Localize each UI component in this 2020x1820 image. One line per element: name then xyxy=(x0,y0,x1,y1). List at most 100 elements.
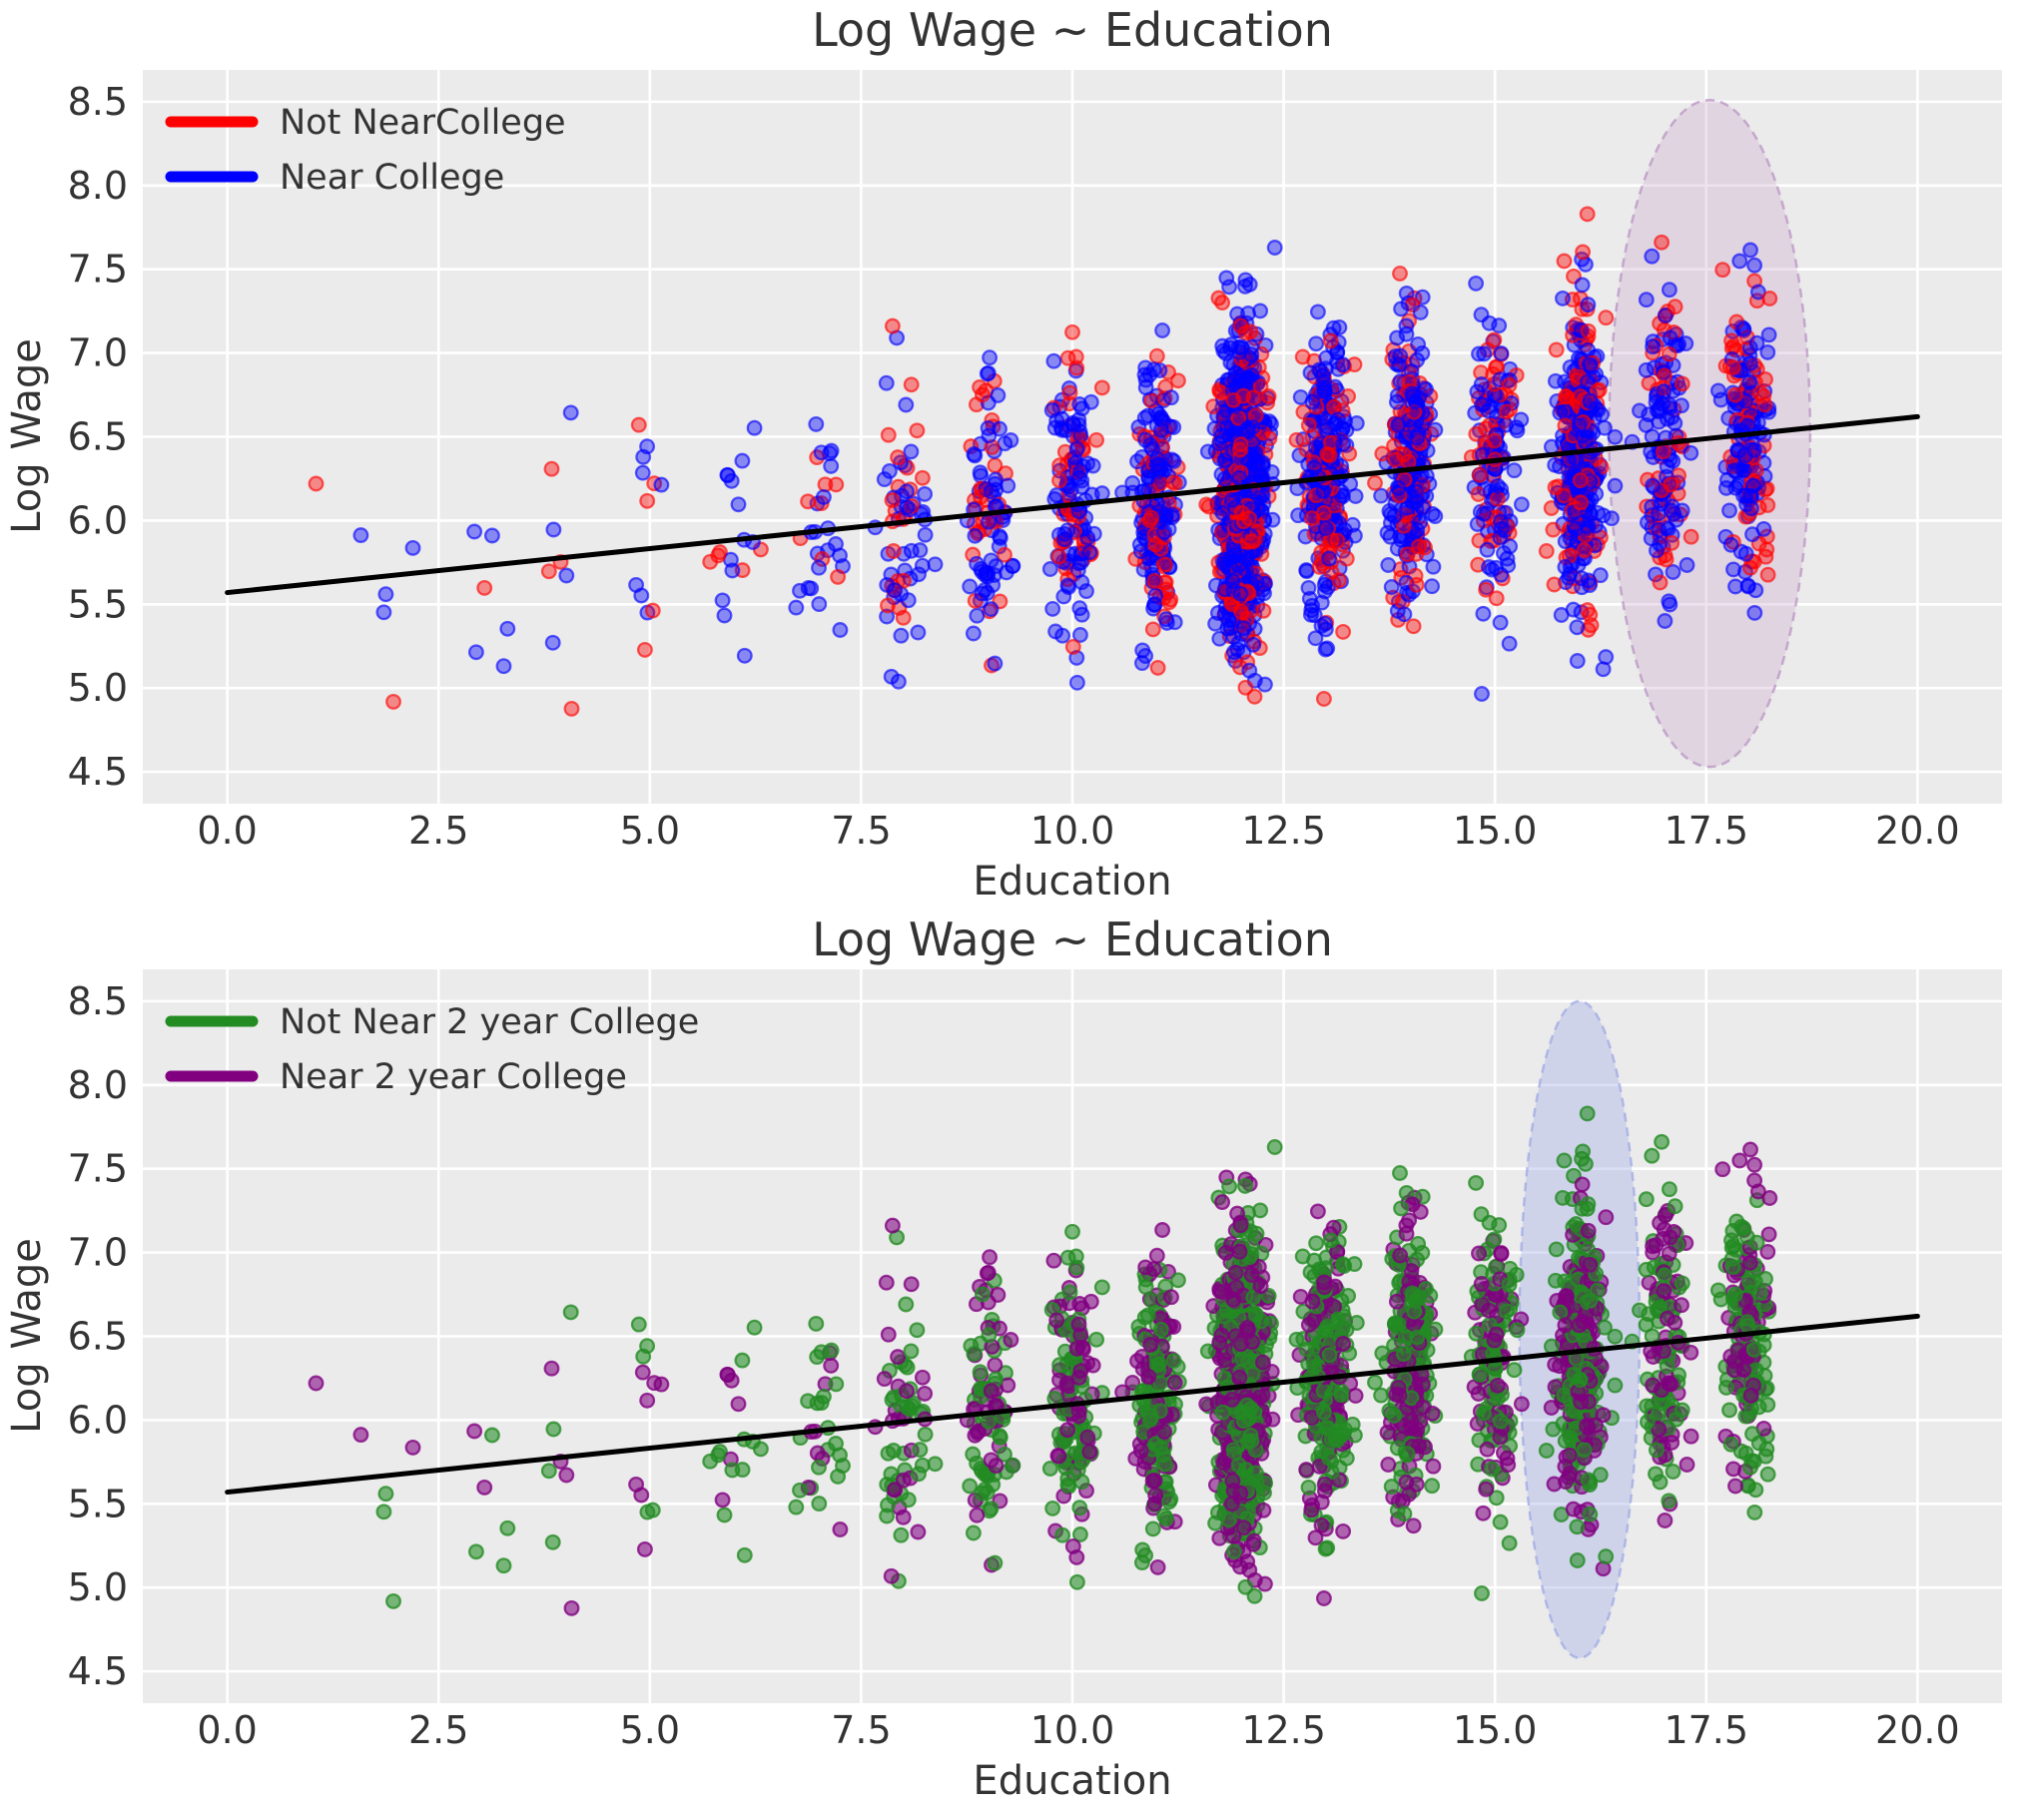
scatter-point xyxy=(1709,382,1726,399)
scatter-point xyxy=(1137,379,1154,396)
scatter-point xyxy=(1143,1409,1160,1426)
scatter-point xyxy=(634,464,651,481)
scatter-point xyxy=(1645,338,1662,355)
scatter-point xyxy=(1392,347,1409,364)
scatter-point xyxy=(1329,411,1346,428)
scatter-point xyxy=(1308,1235,1325,1252)
scatter-point xyxy=(1338,1450,1355,1467)
scatter-point xyxy=(1124,475,1141,491)
scatter-point xyxy=(1347,1388,1364,1404)
scatter-point xyxy=(1223,491,1240,508)
scatter-point xyxy=(483,527,500,544)
scatter-point xyxy=(814,551,831,567)
scatter-point xyxy=(1148,1247,1165,1264)
scatter-point xyxy=(1746,257,1763,274)
scatter-point xyxy=(1579,518,1596,535)
scatter-point xyxy=(1264,511,1281,528)
scatter-point xyxy=(885,1443,902,1459)
scatter-point xyxy=(1146,1473,1163,1489)
scatter-point xyxy=(887,1482,904,1499)
scatter-point xyxy=(1657,367,1674,384)
scatter-point xyxy=(1657,613,1674,629)
scatter-point xyxy=(1071,396,1088,412)
scatter-point xyxy=(1315,1590,1332,1606)
scatter-point xyxy=(714,592,731,609)
scatter-point xyxy=(832,547,848,564)
scatter-point xyxy=(967,527,984,544)
scatter-point xyxy=(1225,1291,1242,1308)
scatter-point xyxy=(544,634,561,651)
scatter-point xyxy=(1145,1261,1162,1278)
scatter-point xyxy=(495,1557,512,1574)
scatter-point xyxy=(997,546,1012,563)
scatter-point xyxy=(884,317,901,334)
scatter-point xyxy=(1198,1396,1215,1413)
scatter-point xyxy=(1073,574,1090,591)
scatter-point xyxy=(1231,1243,1248,1260)
scatter-point xyxy=(1214,504,1231,521)
scatter-point xyxy=(1645,477,1662,494)
scatter-point xyxy=(562,1304,579,1321)
scatter-point xyxy=(823,1357,840,1374)
scatter-point xyxy=(1543,438,1560,455)
scatter-point xyxy=(878,374,895,391)
scatter-point xyxy=(879,608,896,625)
scatter-point xyxy=(1654,234,1671,251)
y-tick-label: 8.0 xyxy=(68,164,128,208)
scatter-point xyxy=(1386,507,1403,524)
scatter-point xyxy=(1737,545,1754,562)
scatter-point xyxy=(1582,356,1599,373)
scatter-point xyxy=(1050,548,1067,565)
scatter-point xyxy=(562,404,579,421)
scatter-point xyxy=(653,1376,670,1393)
scatter-point xyxy=(1513,496,1530,513)
scatter-point xyxy=(1340,388,1357,404)
scatter-point xyxy=(1221,279,1238,296)
scatter-point xyxy=(1316,1274,1333,1291)
scatter-point xyxy=(1142,1336,1159,1353)
scatter-point xyxy=(788,599,805,616)
scatter-point xyxy=(884,1392,901,1409)
scatter-point xyxy=(1306,1359,1323,1376)
scatter-point xyxy=(1149,659,1166,676)
scatter-point xyxy=(879,576,896,593)
scatter-point xyxy=(1334,356,1351,373)
scatter-point xyxy=(1140,469,1157,485)
scatter-point xyxy=(830,568,847,585)
scatter-point xyxy=(1486,432,1503,449)
scatter-point xyxy=(899,483,915,500)
scatter-point xyxy=(974,1286,991,1303)
scatter-point xyxy=(563,700,580,717)
scatter-point xyxy=(1317,1540,1334,1557)
scatter-point xyxy=(1556,487,1573,504)
scatter-point xyxy=(1214,1194,1231,1211)
scatter-point xyxy=(1241,662,1258,679)
scatter-point xyxy=(1061,1284,1078,1301)
scatter-point xyxy=(404,1439,421,1456)
scatter-point xyxy=(969,555,986,572)
scatter-point xyxy=(466,523,483,540)
scatter-point xyxy=(563,1599,580,1616)
scatter-point xyxy=(1161,594,1177,611)
scatter-point xyxy=(895,572,912,589)
scatter-point xyxy=(1082,393,1099,410)
scatter-point xyxy=(1064,1223,1080,1240)
scatter-point xyxy=(1313,1517,1330,1533)
scatter-point xyxy=(1243,533,1260,550)
scatter-point xyxy=(1582,392,1599,409)
scatter-point xyxy=(1748,334,1765,351)
scatter-point xyxy=(898,1296,915,1313)
scatter-point xyxy=(830,1468,847,1485)
x-tick-label: 10.0 xyxy=(1030,809,1115,853)
scatter-point xyxy=(1683,444,1699,461)
scatter-point xyxy=(990,387,1007,403)
scatter-point xyxy=(899,1383,915,1400)
scatter-point xyxy=(1064,638,1081,655)
scatter-point xyxy=(1230,557,1247,574)
scatter-point xyxy=(1757,371,1773,387)
scatter-point xyxy=(466,1423,483,1440)
scatter-point xyxy=(1070,411,1087,428)
scatter-point xyxy=(1231,469,1248,486)
scatter-point xyxy=(1082,1293,1099,1310)
